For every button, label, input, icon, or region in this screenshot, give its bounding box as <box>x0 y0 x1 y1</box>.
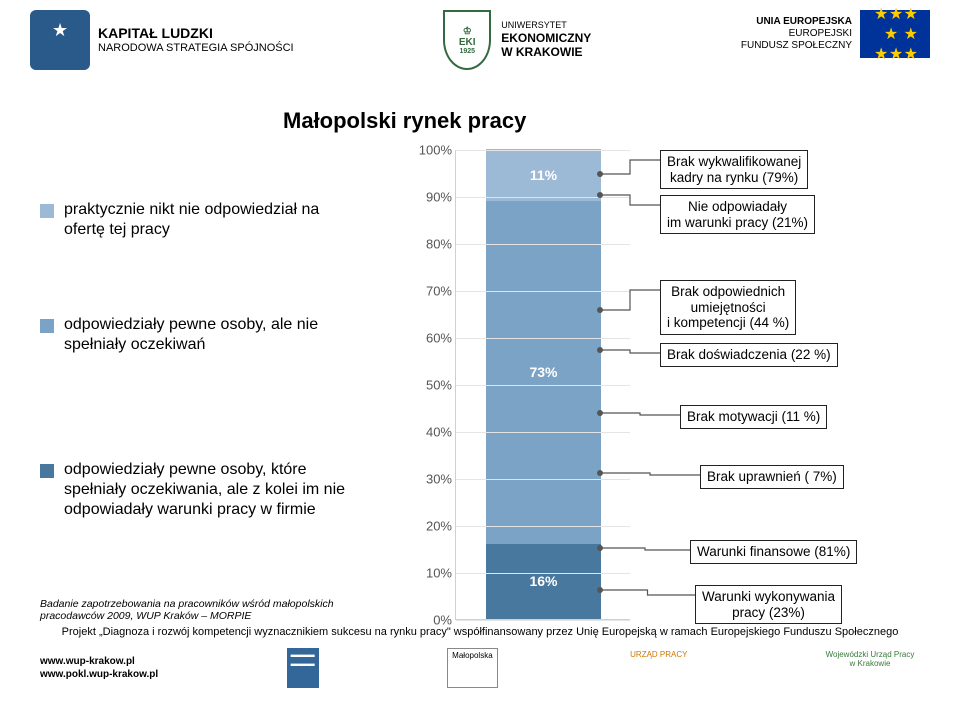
kl-subtitle: NARODOWA STRATEGIA SPÓJNOŚCI <box>98 42 294 54</box>
plot-area: 16%73%11% 0%10%20%30%40%50%60%70%80%90%1… <box>455 150 630 620</box>
url-1: www.wup-krakow.pl <box>40 655 158 668</box>
uek-line1: UNIWERSYTET <box>501 20 591 31</box>
grid-line <box>456 432 630 433</box>
teal-strip-icon: ▬▬▬▬▬▬ <box>287 648 319 688</box>
legend-item: praktycznie nikt nie odpowiedział na ofe… <box>40 200 360 240</box>
grid-line <box>456 291 630 292</box>
y-tick-label: 10% <box>412 566 452 581</box>
urzad-pracy-badge: URZĄD PRACY <box>626 648 691 688</box>
grid-line <box>456 573 630 574</box>
uek-logo: ♔EKI1925 UNIWERSYTET EKONOMICZNY W KRAKO… <box>443 10 591 70</box>
ue-line2: EUROPEJSKI <box>741 28 852 40</box>
callout-box: Brak motywacji (11 %) <box>680 405 827 429</box>
callout-box: Brak wykwalifikowanejkadry na rynku (79%… <box>660 150 808 189</box>
grid-line <box>456 150 630 151</box>
footer-urls: www.wup-krakow.pl www.pokl.wup-krakow.pl <box>40 655 158 681</box>
callout-line: Brak wykwalifikowanej <box>667 154 801 170</box>
y-tick-label: 90% <box>412 190 452 205</box>
legend-text: odpowiedziały pewne osoby, ale nie spełn… <box>64 315 360 355</box>
callout-box: Brak doświadczenia (22 %) <box>660 343 838 367</box>
project-note: Projekt „Diagnoza i rozwój kompetencji w… <box>40 626 920 638</box>
legend-text: praktycznie nikt nie odpowiedział na ofe… <box>64 200 360 240</box>
url-2: www.pokl.wup-krakow.pl <box>40 668 158 681</box>
y-tick-label: 60% <box>412 331 452 346</box>
bar: 16%73%11% <box>486 149 601 619</box>
callout-box: Warunki finansowe (81%) <box>690 540 857 564</box>
malopolska-badge: Małopolska <box>447 648 497 688</box>
page-title: Małopolski rynek pracy <box>283 108 526 134</box>
legend-swatch <box>40 464 54 478</box>
eu-logo-block: UNIA EUROPEJSKA EUROPEJSKI FUNDUSZ SPOŁE… <box>741 10 930 58</box>
source-note: Badanie zapotrzebowania na pracowników w… <box>40 598 400 622</box>
legend-swatch <box>40 319 54 333</box>
callout-line: Brak doświadczenia (22 %) <box>667 347 831 363</box>
y-tick-label: 50% <box>412 378 452 393</box>
y-tick-label: 40% <box>412 425 452 440</box>
y-tick-label: 30% <box>412 472 452 487</box>
y-tick-label: 80% <box>412 237 452 252</box>
grid-line <box>456 244 630 245</box>
callout-box: Brak odpowiednichumiejętnościi kompetenc… <box>660 280 796 335</box>
footer-logos: www.wup-krakow.pl www.pokl.wup-krakow.pl… <box>40 648 920 688</box>
stacked-bar-chart: 16%73%11% 0%10%20%30%40%50%60%70%80%90%1… <box>455 150 630 640</box>
callout-line: Warunki wykonywania <box>702 589 835 605</box>
bar-segment: 16% <box>486 544 601 619</box>
kl-mark-icon <box>30 10 90 70</box>
legend-text: odpowiedziały pewne osoby, które spełnia… <box>64 460 360 520</box>
callout-line: Brak uprawnień ( 7%) <box>707 469 837 485</box>
callout-box: Warunki wykonywaniapracy (23%) <box>695 585 842 624</box>
legend-swatch <box>40 204 54 218</box>
kapital-ludzki-logo: KAPITAŁ LUDZKI NARODOWA STRATEGIA SPÓJNO… <box>30 10 294 70</box>
legend-item: odpowiedziały pewne osoby, które spełnia… <box>40 460 360 520</box>
bar-segment: 11% <box>486 149 601 201</box>
callout-line: kadry na rynku (79%) <box>667 170 801 186</box>
grid-line <box>456 197 630 198</box>
grid-line <box>456 338 630 339</box>
callout-line: Brak motywacji (11 %) <box>687 409 820 425</box>
callout-box: Brak uprawnień ( 7%) <box>700 465 844 489</box>
callout-line: pracy (23%) <box>702 605 835 621</box>
header: KAPITAŁ LUDZKI NARODOWA STRATEGIA SPÓJNO… <box>0 0 960 95</box>
y-tick-label: 70% <box>412 284 452 299</box>
y-tick-label: 100% <box>412 143 452 158</box>
callout-box: Nie odpowiadałyim warunki pracy (21%) <box>660 195 815 234</box>
uek-crest-icon: ♔EKI1925 <box>443 10 491 70</box>
callout-line: umiejętności <box>667 300 789 316</box>
grid-line <box>456 385 630 386</box>
callout-line: Warunki finansowe (81%) <box>697 544 850 560</box>
callout-line: Brak odpowiednich <box>667 284 789 300</box>
wup-krakow-badge: Wojewódzki Urząd Pracy w Krakowie <box>820 648 920 688</box>
uek-line2: EKONOMICZNY <box>501 31 591 45</box>
legend-item: odpowiedziały pewne osoby, ale nie spełn… <box>40 315 360 355</box>
kl-title: KAPITAŁ LUDZKI <box>98 26 294 41</box>
y-tick-label: 20% <box>412 519 452 534</box>
callout-line: im warunki pracy (21%) <box>667 215 808 231</box>
uek-line3: W KRAKOWIE <box>501 45 591 59</box>
grid-line <box>456 526 630 527</box>
grid-line <box>456 620 630 621</box>
ue-line3: FUNDUSZ SPOŁECZNY <box>741 40 852 52</box>
eu-flag-icon: ★ ★ ★★ ★★ ★ ★ <box>860 10 930 58</box>
ue-line1: UNIA EUROPEJSKA <box>741 16 852 28</box>
callout-line: Nie odpowiadały <box>667 199 808 215</box>
callout-line: i kompetencji (44 %) <box>667 315 789 331</box>
bar-segment: 73% <box>486 201 601 544</box>
grid-line <box>456 479 630 480</box>
